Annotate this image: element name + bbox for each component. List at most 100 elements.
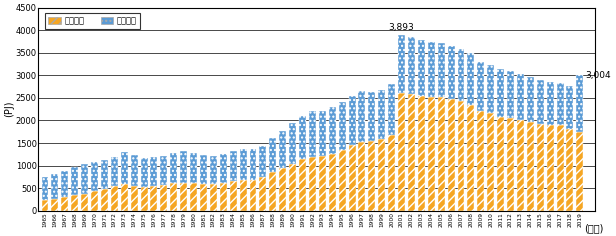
Bar xyxy=(131,155,137,186)
Bar xyxy=(269,138,276,172)
Bar xyxy=(269,172,276,211)
Bar xyxy=(121,152,128,184)
Bar xyxy=(240,181,246,211)
Legend: 旅客部門, 貨物部門: 旅客部門, 貨物部門 xyxy=(45,13,140,29)
Bar xyxy=(279,168,286,211)
Bar xyxy=(517,74,524,120)
Bar xyxy=(319,156,326,211)
Bar xyxy=(359,91,365,142)
Bar xyxy=(398,93,405,211)
Bar xyxy=(91,191,98,211)
Bar xyxy=(368,92,375,141)
Bar xyxy=(398,35,405,93)
Bar xyxy=(140,158,147,187)
Bar xyxy=(91,161,98,191)
Bar xyxy=(468,105,474,211)
Bar xyxy=(111,157,118,186)
Bar xyxy=(577,132,583,211)
Bar xyxy=(160,185,168,211)
Bar xyxy=(537,124,544,211)
Bar xyxy=(249,180,256,211)
Bar xyxy=(62,171,68,197)
Bar xyxy=(230,181,237,211)
Bar xyxy=(71,167,78,195)
Bar xyxy=(477,62,484,111)
Bar xyxy=(249,149,256,180)
Bar xyxy=(220,154,227,183)
Bar xyxy=(259,177,266,211)
Bar xyxy=(81,194,88,211)
Bar xyxy=(111,186,118,211)
Bar xyxy=(537,80,544,124)
Bar xyxy=(557,126,564,211)
Bar xyxy=(319,111,326,156)
Bar xyxy=(507,118,514,211)
Bar xyxy=(289,123,296,164)
Bar xyxy=(309,156,316,211)
Bar xyxy=(81,164,88,194)
Bar xyxy=(41,200,49,211)
Y-axis label: (PJ): (PJ) xyxy=(4,101,14,118)
Bar xyxy=(477,111,484,211)
Bar xyxy=(339,150,346,211)
Bar xyxy=(359,142,365,211)
Bar xyxy=(339,102,346,150)
Bar xyxy=(52,199,59,211)
Bar xyxy=(289,164,296,211)
Bar xyxy=(378,90,385,139)
Bar xyxy=(567,86,573,129)
Bar xyxy=(418,40,425,96)
Bar xyxy=(487,113,494,211)
Bar xyxy=(190,183,197,211)
Bar xyxy=(180,182,187,211)
Bar xyxy=(418,96,425,211)
Bar xyxy=(121,184,128,211)
Bar xyxy=(546,82,554,125)
Bar xyxy=(170,152,177,183)
Bar xyxy=(487,64,494,113)
Bar xyxy=(240,149,246,181)
Bar xyxy=(408,94,415,211)
Bar xyxy=(577,75,583,132)
Bar xyxy=(210,156,217,184)
Bar xyxy=(41,177,49,200)
Bar xyxy=(200,155,207,184)
Bar xyxy=(309,111,316,156)
Bar xyxy=(101,160,108,189)
Bar xyxy=(190,152,197,183)
Bar xyxy=(131,186,137,211)
Bar xyxy=(546,125,554,211)
Bar xyxy=(458,101,464,211)
Bar xyxy=(160,156,168,185)
Bar xyxy=(368,141,375,211)
Bar xyxy=(468,53,474,105)
Bar xyxy=(329,154,336,211)
Bar xyxy=(279,131,286,168)
Bar xyxy=(448,46,455,99)
Bar xyxy=(150,157,158,186)
Bar xyxy=(180,151,187,182)
Bar xyxy=(527,77,534,122)
Bar xyxy=(150,186,158,211)
Bar xyxy=(52,174,59,199)
Bar xyxy=(517,120,524,211)
Bar xyxy=(101,189,108,211)
Bar xyxy=(448,99,455,211)
Bar xyxy=(62,197,68,211)
Bar xyxy=(557,83,564,126)
Bar xyxy=(428,97,435,211)
Bar xyxy=(527,122,534,211)
Bar xyxy=(230,151,237,181)
Bar xyxy=(299,116,306,159)
Bar xyxy=(497,117,504,211)
Bar xyxy=(170,183,177,211)
Bar xyxy=(220,183,227,211)
Text: 3,004: 3,004 xyxy=(585,71,610,80)
Bar xyxy=(71,195,78,211)
Bar xyxy=(408,37,415,94)
Bar xyxy=(210,184,217,211)
Bar xyxy=(507,71,514,118)
Bar xyxy=(438,43,445,97)
Bar xyxy=(458,49,464,101)
Text: (年度): (年度) xyxy=(585,224,604,234)
